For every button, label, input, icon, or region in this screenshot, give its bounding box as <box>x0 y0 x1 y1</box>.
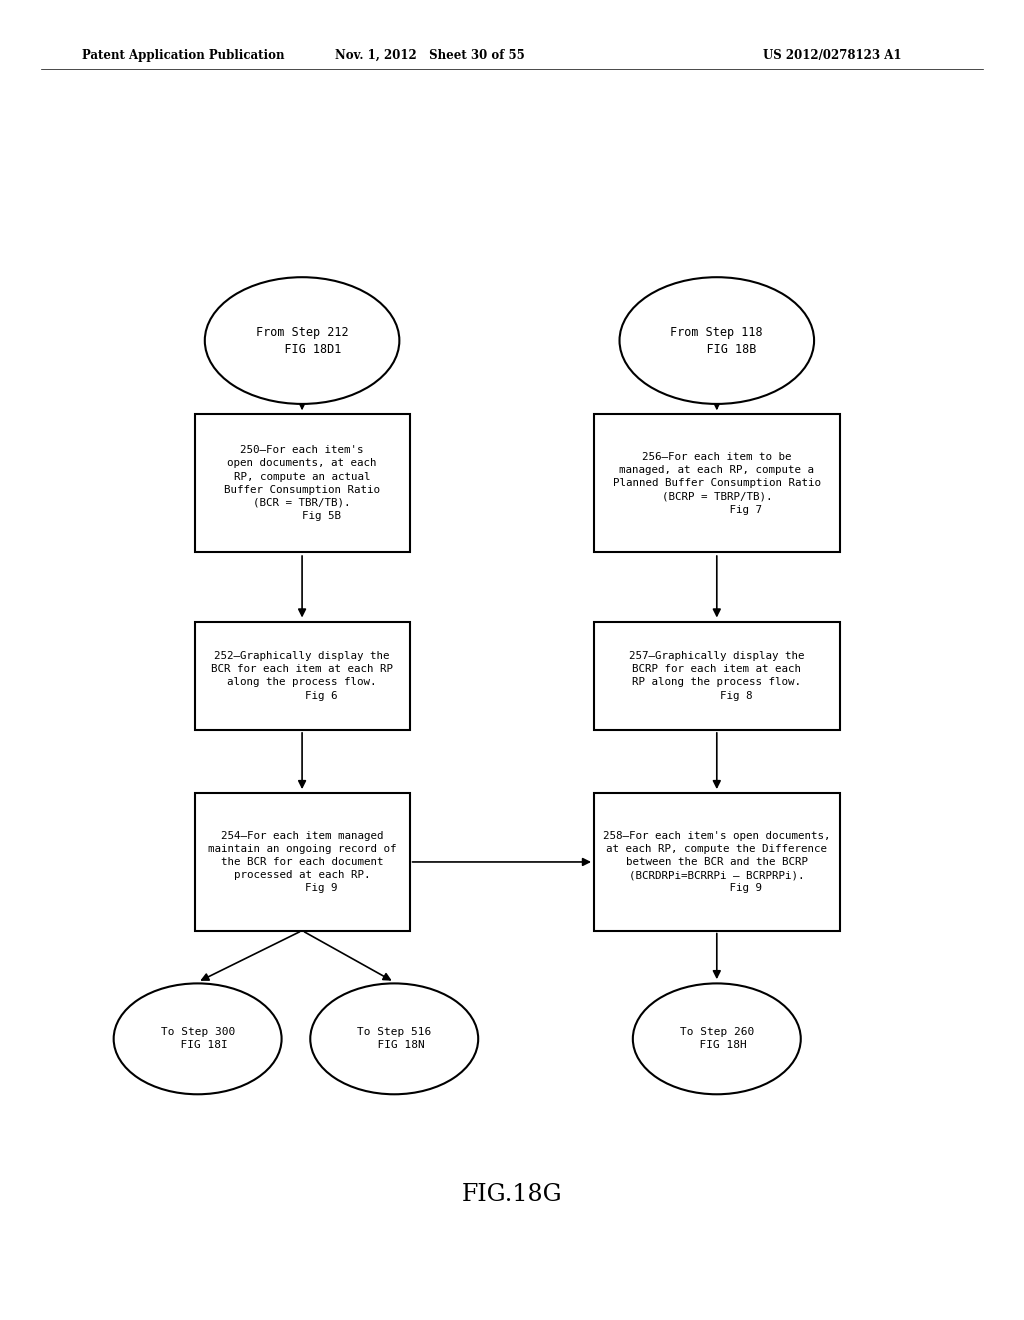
Text: To Step 260
  FIG 18H: To Step 260 FIG 18H <box>680 1027 754 1051</box>
FancyBboxPatch shape <box>195 414 410 552</box>
Text: From Step 212
   FIG 18D1: From Step 212 FIG 18D1 <box>256 326 348 355</box>
Text: 257–Graphically display the
BCRP for each item at each
RP along the process flow: 257–Graphically display the BCRP for eac… <box>629 651 805 701</box>
Text: To Step 516
  FIG 18N: To Step 516 FIG 18N <box>357 1027 431 1051</box>
Text: From Step 118
    FIG 18B: From Step 118 FIG 18B <box>671 326 763 355</box>
Text: 250–For each item's
open documents, at each
RP, compute an actual
Buffer Consump: 250–For each item's open documents, at e… <box>224 445 380 521</box>
Ellipse shape <box>620 277 814 404</box>
Ellipse shape <box>633 983 801 1094</box>
Text: Patent Application Publication: Patent Application Publication <box>82 49 285 62</box>
FancyBboxPatch shape <box>594 414 840 552</box>
Text: 258–For each item's open documents,
at each RP, compute the Difference
between t: 258–For each item's open documents, at e… <box>603 830 830 894</box>
Text: US 2012/0278123 A1: US 2012/0278123 A1 <box>763 49 901 62</box>
FancyBboxPatch shape <box>195 792 410 932</box>
Text: To Step 300
  FIG 18I: To Step 300 FIG 18I <box>161 1027 234 1051</box>
Ellipse shape <box>310 983 478 1094</box>
Ellipse shape <box>114 983 282 1094</box>
FancyBboxPatch shape <box>594 792 840 932</box>
Text: FIG.18G: FIG.18G <box>462 1183 562 1206</box>
Text: Nov. 1, 2012   Sheet 30 of 55: Nov. 1, 2012 Sheet 30 of 55 <box>335 49 525 62</box>
Text: 256–For each item to be
managed, at each RP, compute a
Planned Buffer Consumptio: 256–For each item to be managed, at each… <box>612 451 821 515</box>
FancyBboxPatch shape <box>195 622 410 730</box>
FancyBboxPatch shape <box>594 622 840 730</box>
Text: 252–Graphically display the
BCR for each item at each RP
along the process flow.: 252–Graphically display the BCR for each… <box>211 651 393 701</box>
Text: 254–For each item managed
maintain an ongoing record of
the BCR for each documen: 254–For each item managed maintain an on… <box>208 830 396 894</box>
Ellipse shape <box>205 277 399 404</box>
